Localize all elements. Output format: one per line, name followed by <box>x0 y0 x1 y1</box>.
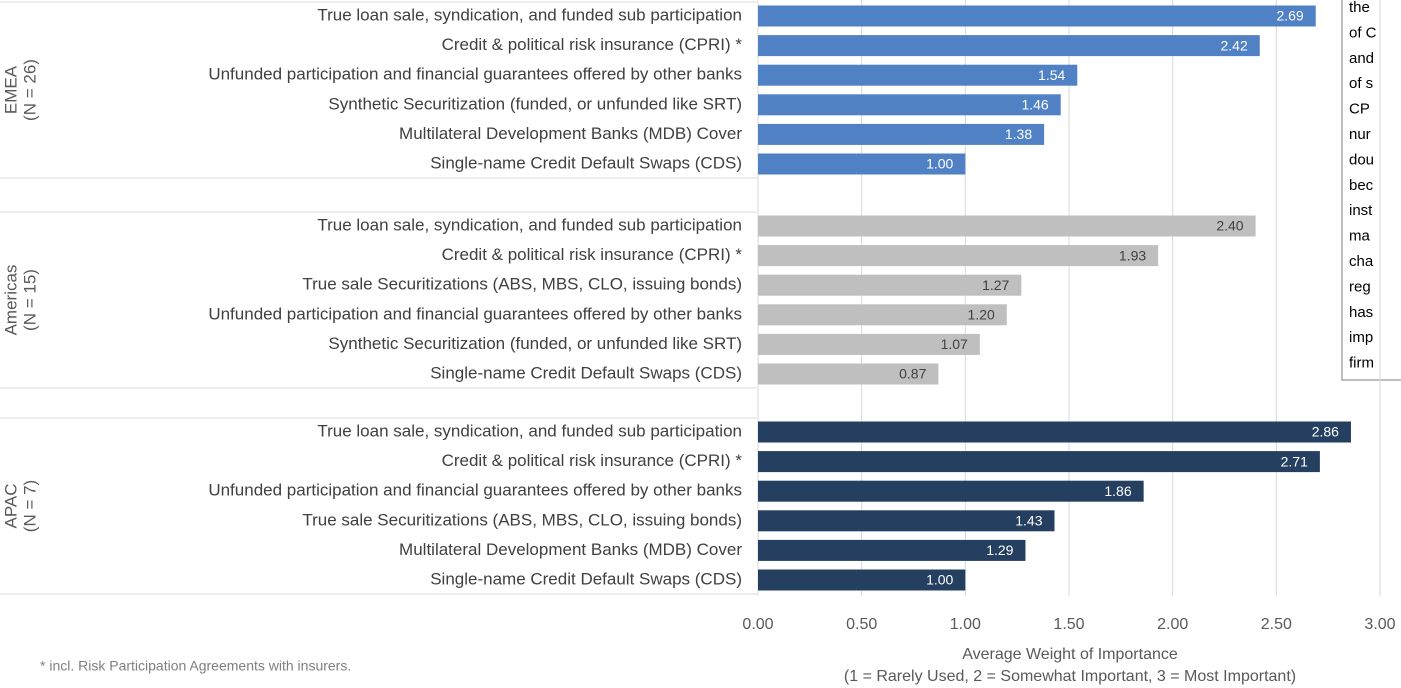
category-label: Credit & political risk insurance (CPRI)… <box>442 35 743 54</box>
x-tick-label: 0.50 <box>846 616 877 633</box>
bar <box>758 363 939 385</box>
annotation-text: of C <box>1349 24 1377 41</box>
x-tick-label: 2.00 <box>1157 616 1188 633</box>
value-label: 1.43 <box>1015 513 1042 529</box>
bar <box>758 35 1260 57</box>
annotation-text: firm <box>1349 355 1374 372</box>
category-label: Single-name Credit Default Swaps (CDS) <box>430 569 742 588</box>
bar <box>758 451 1320 473</box>
annotation-text: reg <box>1349 278 1371 295</box>
bar <box>758 215 1256 237</box>
annotation-text: inst <box>1349 202 1373 219</box>
category-label: Multilateral Development Banks (MDB) Cov… <box>399 124 742 143</box>
value-label: 2.69 <box>1276 8 1303 24</box>
annotation-text: nur <box>1349 126 1371 143</box>
bar <box>758 5 1316 27</box>
bar <box>758 274 1022 296</box>
bar <box>758 304 1007 326</box>
annotation-text: imp <box>1349 329 1373 346</box>
value-label: 1.46 <box>1021 97 1048 113</box>
category-label: True loan sale, syndication, and funded … <box>317 5 742 24</box>
bar <box>758 421 1351 443</box>
category-label: True loan sale, syndication, and funded … <box>317 421 742 440</box>
group-subtitle: (N = 26) <box>20 59 39 121</box>
value-label: 1.29 <box>986 542 1013 558</box>
group-subtitle: (N = 15) <box>20 269 39 331</box>
category-label: Synthetic Securitization (funded, or unf… <box>328 334 742 353</box>
annotation-text: CP <box>1349 101 1370 118</box>
category-label: True sale Securitizations (ABS, MBS, CLO… <box>302 510 742 529</box>
annotation-text: dou <box>1349 151 1374 168</box>
bar <box>758 153 966 175</box>
bar <box>758 245 1159 267</box>
bar <box>758 539 1026 561</box>
annotation-text: of s <box>1349 75 1373 92</box>
bar <box>758 569 966 591</box>
category-label: Credit & political risk insurance (CPRI)… <box>442 245 743 264</box>
value-label: 1.27 <box>982 277 1009 293</box>
bar <box>758 123 1045 145</box>
value-label: 1.20 <box>968 307 995 323</box>
category-label: Credit & political risk insurance (CPRI)… <box>442 451 743 470</box>
x-tick-label: 2.50 <box>1261 616 1292 633</box>
value-label: 1.00 <box>926 156 953 172</box>
value-label: 2.40 <box>1216 218 1243 234</box>
value-label: 1.86 <box>1104 483 1131 499</box>
annotation-text: has <box>1349 304 1373 321</box>
group-label: APAC <box>1 483 20 528</box>
annotation-box <box>1341 0 1401 381</box>
value-label: 2.71 <box>1281 453 1308 469</box>
annotation-text: ma <box>1349 228 1370 245</box>
category-label: Single-name Credit Default Swaps (CDS) <box>430 363 742 382</box>
category-label: Synthetic Securitization (funded, or unf… <box>328 94 742 113</box>
value-label: 1.07 <box>941 336 968 352</box>
footnote: * incl. Risk Participation Agreements wi… <box>40 658 351 674</box>
annotation-text: the <box>1349 0 1370 16</box>
bar <box>758 333 980 355</box>
bar <box>758 64 1078 86</box>
value-label: 2.42 <box>1220 37 1247 53</box>
x-tick-label: 1.00 <box>950 616 981 633</box>
category-label: Multilateral Development Banks (MDB) Cov… <box>399 540 742 559</box>
annotation-text: cha <box>1349 253 1374 270</box>
bar <box>758 510 1055 532</box>
annotation-text: bec <box>1349 177 1374 194</box>
x-tick-label: 0.00 <box>742 616 773 633</box>
value-label: 1.00 <box>926 572 953 588</box>
grid <box>757 0 1381 596</box>
category-label: Unfunded participation and financial gua… <box>208 481 742 500</box>
value-label: 2.86 <box>1312 424 1339 440</box>
group-subtitle: (N = 7) <box>20 480 39 532</box>
value-label: 1.93 <box>1119 247 1146 263</box>
x-axis-subtitle: (1 = Rarely Used, 2 = Somewhat Important… <box>844 668 1296 685</box>
x-tick-label: 1.50 <box>1053 616 1084 633</box>
category-label: Unfunded participation and financial gua… <box>208 65 742 84</box>
value-label: 1.54 <box>1038 67 1065 83</box>
annotation-text: and <box>1349 50 1374 67</box>
group-label: Americas <box>1 265 20 336</box>
x-tick-label: 3.00 <box>1364 616 1395 633</box>
category-label: Unfunded participation and financial gua… <box>208 304 742 323</box>
x-axis-title: Average Weight of Importance <box>962 646 1178 663</box>
value-label: 0.87 <box>899 366 926 382</box>
category-label: True sale Securitizations (ABS, MBS, CLO… <box>302 275 742 294</box>
value-label: 1.38 <box>1005 126 1032 142</box>
category-label: True loan sale, syndication, and funded … <box>317 215 742 234</box>
bar <box>758 480 1144 502</box>
category-label: Single-name Credit Default Swaps (CDS) <box>430 153 742 172</box>
group-label: EMEA <box>1 65 20 114</box>
bar <box>758 94 1061 116</box>
